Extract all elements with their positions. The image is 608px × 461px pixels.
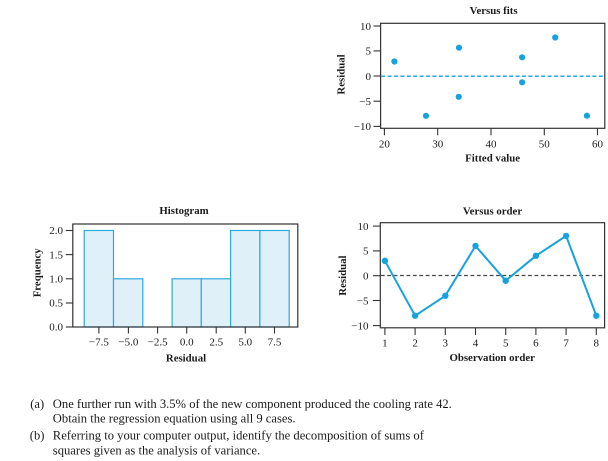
svg-text:0: 0 [366,71,372,83]
svg-text:0.0: 0.0 [180,336,194,348]
svg-text:30: 30 [432,139,444,151]
svg-text:2.0: 2.0 [49,225,63,237]
svg-text:Frequency: Frequency [32,248,44,298]
svg-text:Residual: Residual [336,54,348,94]
svg-text:Versus fits: Versus fits [470,5,518,17]
svg-text:5: 5 [366,46,372,58]
svg-text:10: 10 [358,221,370,233]
svg-text:10: 10 [360,21,372,33]
svg-text:−2.5: −2.5 [148,336,168,348]
svg-text:1: 1 [382,337,388,349]
svg-text:0.5: 0.5 [49,298,63,310]
svg-text:4: 4 [473,337,479,349]
svg-text:0: 0 [363,271,369,283]
svg-text:Fitted value: Fitted value [465,152,520,164]
svg-text:One further run with 3.5% of t: One further run with 3.5% of the new com… [53,397,452,411]
svg-text:−10: −10 [354,121,372,133]
svg-text:−10: −10 [351,320,369,332]
svg-text:2.5: 2.5 [209,336,223,348]
svg-text:5: 5 [363,246,369,258]
svg-text:(a): (a) [30,397,44,411]
svg-text:5.0: 5.0 [238,336,252,348]
svg-text:−7.5: −7.5 [89,336,109,348]
svg-text:50: 50 [539,139,551,151]
svg-text:20: 20 [379,139,391,151]
svg-text:−5: −5 [357,295,369,307]
svg-text:1.5: 1.5 [49,249,63,261]
svg-text:squares given as the analysis: squares given as the analysis of varianc… [53,443,260,457]
svg-text:−5.0: −5.0 [118,336,138,348]
svg-text:Residual: Residual [337,255,349,295]
svg-text:60: 60 [592,139,604,151]
svg-text:5: 5 [503,337,509,349]
svg-text:40: 40 [486,139,498,151]
svg-text:0.0: 0.0 [49,322,63,334]
svg-text:Obtain the regression equation: Obtain the regression equation using all… [53,412,296,426]
svg-text:1.0: 1.0 [49,274,63,286]
svg-text:(b): (b) [30,428,45,442]
svg-text:8: 8 [594,337,600,349]
svg-text:3: 3 [443,337,449,349]
svg-text:2: 2 [412,337,418,349]
svg-text:Observation order: Observation order [449,352,535,364]
svg-text:−5: −5 [359,96,371,108]
svg-text:7: 7 [563,337,569,349]
svg-text:Referring to your computer out: Referring to your computer output, ident… [53,428,425,442]
svg-text:Histogram: Histogram [159,205,208,217]
svg-text:Versus order: Versus order [463,206,522,218]
svg-text:6: 6 [533,337,539,349]
svg-text:Residual: Residual [166,353,206,365]
svg-text:7.5: 7.5 [268,336,282,348]
